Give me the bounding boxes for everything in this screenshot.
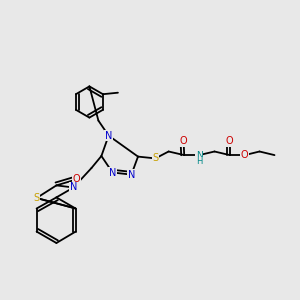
Text: O: O [73, 174, 80, 184]
Text: N: N [196, 151, 202, 160]
Text: S: S [34, 193, 40, 203]
Text: N: N [128, 169, 135, 180]
Text: N: N [105, 130, 112, 141]
Text: O: O [241, 150, 249, 160]
Text: O: O [226, 136, 234, 146]
Text: N: N [109, 167, 116, 178]
Text: O: O [180, 136, 188, 146]
Text: N: N [70, 182, 77, 193]
Text: H: H [196, 158, 202, 166]
Text: S: S [152, 153, 158, 164]
